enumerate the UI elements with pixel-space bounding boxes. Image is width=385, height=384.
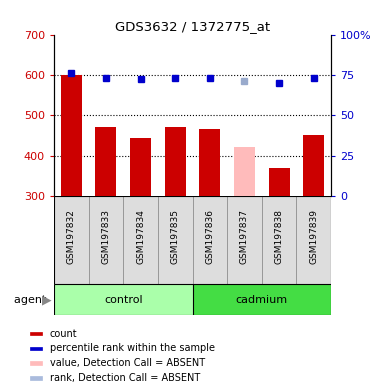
- Text: value, Detection Call = ABSENT: value, Detection Call = ABSENT: [50, 358, 205, 368]
- Bar: [158, 196, 192, 284]
- Bar: [95, 127, 116, 196]
- Text: ▶: ▶: [42, 293, 52, 306]
- Bar: [192, 196, 227, 284]
- Bar: [165, 127, 186, 196]
- Text: GSM197832: GSM197832: [67, 209, 76, 264]
- Bar: [303, 134, 324, 196]
- Text: agent: agent: [14, 295, 50, 305]
- Bar: [30, 332, 42, 335]
- Title: GDS3632 / 1372775_at: GDS3632 / 1372775_at: [115, 20, 270, 33]
- Bar: [199, 129, 220, 196]
- Bar: [30, 347, 42, 350]
- Bar: [123, 196, 158, 284]
- Text: cadmium: cadmium: [236, 295, 288, 305]
- Bar: [30, 361, 42, 365]
- Text: GSM197837: GSM197837: [240, 209, 249, 264]
- Bar: [130, 138, 151, 196]
- Bar: [54, 196, 89, 284]
- Bar: [227, 196, 262, 284]
- Text: percentile rank within the sample: percentile rank within the sample: [50, 343, 215, 353]
- Bar: [192, 284, 331, 315]
- Bar: [30, 376, 42, 379]
- Text: GSM197839: GSM197839: [309, 209, 318, 264]
- Bar: [262, 196, 296, 284]
- Bar: [89, 196, 123, 284]
- Text: GSM197836: GSM197836: [205, 209, 214, 264]
- Text: GSM197835: GSM197835: [171, 209, 180, 264]
- Bar: [234, 147, 255, 196]
- Text: GSM197833: GSM197833: [101, 209, 110, 264]
- Text: GSM197838: GSM197838: [275, 209, 284, 264]
- Bar: [296, 196, 331, 284]
- Bar: [269, 169, 290, 196]
- Text: control: control: [104, 295, 142, 305]
- Text: GSM197834: GSM197834: [136, 209, 145, 264]
- Bar: [54, 284, 192, 315]
- Text: rank, Detection Call = ABSENT: rank, Detection Call = ABSENT: [50, 373, 200, 383]
- Bar: [61, 75, 82, 196]
- Text: count: count: [50, 329, 77, 339]
